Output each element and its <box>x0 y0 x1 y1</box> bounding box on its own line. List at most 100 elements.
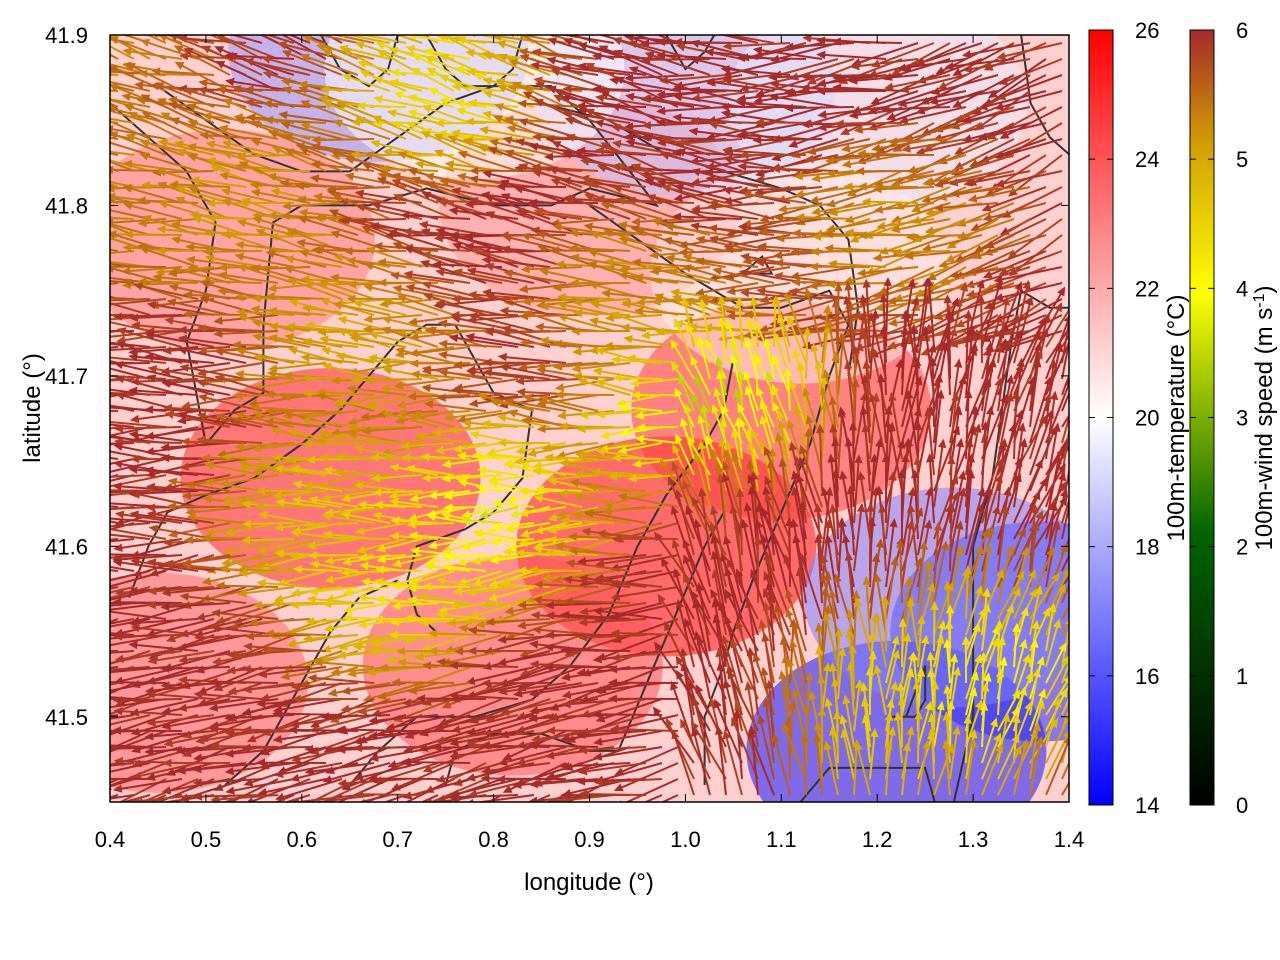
wind-vector <box>754 48 823 60</box>
wind-vector-head <box>357 593 368 602</box>
wind-vector-head <box>592 686 603 695</box>
wind-vector-head <box>811 207 821 216</box>
wind-vector-head <box>953 161 964 170</box>
wind-vector-head <box>1000 393 1008 404</box>
wind-vector-head <box>130 623 140 633</box>
wind-vector <box>166 412 231 428</box>
wind-vector-head <box>604 313 615 322</box>
wind-vector <box>467 666 535 684</box>
wind-vector <box>198 380 263 396</box>
wind-vector-head <box>1031 619 1040 630</box>
wind-vector-head <box>828 588 837 599</box>
wind-vector-head <box>897 99 908 108</box>
wind-vector-head <box>282 410 293 419</box>
wind-vector <box>206 463 263 476</box>
wind-vector-head <box>333 253 344 262</box>
wind-vector-head <box>925 486 934 497</box>
wind-vector-head <box>376 49 387 58</box>
wind-vector <box>454 442 503 451</box>
wind-vector-head <box>235 116 246 125</box>
wind-vector <box>238 154 295 158</box>
wind-vector-head <box>816 86 825 96</box>
wind-vector <box>1061 390 1069 412</box>
wind-vector-head <box>719 418 728 428</box>
wind-vector-head <box>768 93 779 102</box>
wind-vector-head <box>756 386 764 397</box>
wind-vector-head <box>320 85 330 94</box>
wind-vector <box>376 568 423 572</box>
wind-vector-head <box>690 590 700 601</box>
wind-vector-head <box>52 313 61 321</box>
wind-vector <box>594 650 663 661</box>
wind-vector-head <box>1015 409 1024 420</box>
wind-vector-head <box>828 395 837 406</box>
wind-vector-head <box>113 632 123 641</box>
wind-vector-head <box>458 624 468 633</box>
wind-vector-head <box>820 401 829 411</box>
wind-vector <box>1045 544 1068 604</box>
wind-vector <box>505 271 567 284</box>
wind-vector <box>695 520 711 588</box>
wind-vector-head <box>279 179 289 188</box>
wind-vector-head <box>955 437 965 448</box>
wind-vector <box>228 650 295 656</box>
wind-vector-head <box>341 686 351 695</box>
wind-vector <box>483 171 551 188</box>
wind-vector-head <box>841 533 851 544</box>
wind-vector-head <box>860 374 870 384</box>
wind-vector-head <box>226 650 236 659</box>
wind-vector <box>408 522 455 526</box>
wind-vector-head <box>146 600 156 610</box>
wind-vector <box>798 568 807 636</box>
wind-vector <box>506 399 567 412</box>
wind-vector-head <box>438 339 448 349</box>
wind-vector <box>110 295 119 300</box>
wind-vector-head <box>721 146 732 155</box>
wind-vector-head <box>574 469 584 478</box>
wind-vector-head <box>747 474 756 484</box>
wind-vector-head <box>342 613 352 623</box>
wind-vector-head <box>799 553 808 563</box>
wind-vector-head <box>681 467 690 478</box>
wind-vector-head <box>952 99 963 108</box>
wind-vector-head <box>563 109 573 118</box>
wind-vector <box>893 122 951 152</box>
wind-vector <box>834 353 839 412</box>
wind-vector-head <box>244 85 254 94</box>
wind-vector-head <box>499 580 509 590</box>
wind-vector <box>885 473 895 540</box>
wind-vector <box>437 578 487 588</box>
wind-vector-head <box>859 294 868 304</box>
wind-vector-head <box>845 628 854 638</box>
wind-vector <box>181 595 247 604</box>
wind-vector <box>202 586 263 601</box>
wind-vector-head <box>237 313 248 322</box>
wind-vector <box>797 216 855 220</box>
wind-vector <box>110 634 119 637</box>
wind-vector <box>324 602 375 605</box>
wind-vector <box>721 553 743 620</box>
wind-vector-head <box>484 327 495 336</box>
wind-vector-head <box>502 547 512 557</box>
wind-vector-head <box>335 352 345 361</box>
wind-vector-head <box>671 538 680 549</box>
wind-vector-head <box>532 595 542 605</box>
wind-vector <box>502 570 551 584</box>
wind-vector-head <box>546 85 557 94</box>
wind-vector-head <box>621 299 632 309</box>
wind-vector-head <box>844 551 853 561</box>
wind-vector-head <box>354 41 365 50</box>
wind-vector <box>692 210 759 220</box>
wind-vector-head <box>250 120 260 129</box>
wind-vector <box>398 295 455 316</box>
wind-vector-head <box>462 137 473 146</box>
wind-vector-head <box>547 477 558 486</box>
wind-vector-head <box>963 565 972 575</box>
wind-vector-head <box>355 526 365 535</box>
wind-vector-head <box>587 249 598 258</box>
wind-vector-head <box>241 536 251 545</box>
wind-vector-head <box>904 575 914 586</box>
wind-vector <box>310 497 359 508</box>
wind-vector-head <box>1001 296 1010 306</box>
wind-vector <box>429 632 487 636</box>
